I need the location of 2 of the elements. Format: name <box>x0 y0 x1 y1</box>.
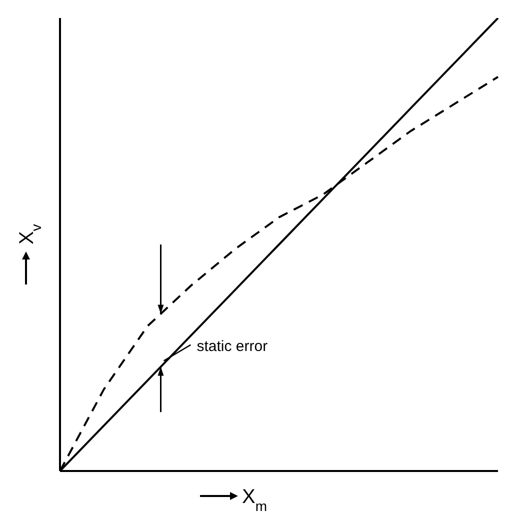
x-axis-title: X$_{m}$ <box>242 486 268 514</box>
annotation: static error <box>196 338 268 355</box>
